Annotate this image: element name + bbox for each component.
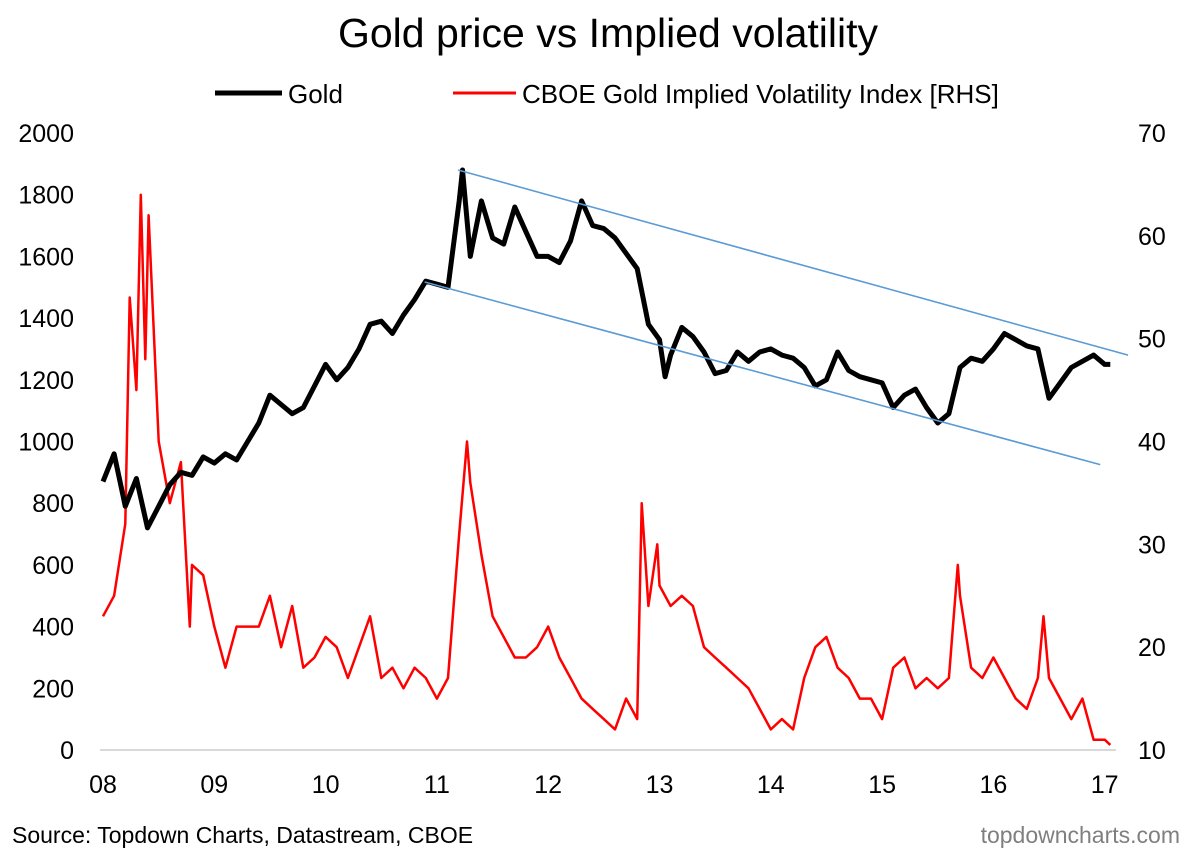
x-tick-label: 14 — [757, 771, 785, 799]
axes: 08 09 10 11 12 13 14 15 16 17 0 200 400 600 800 1000 120… — [18, 120, 1165, 799]
y-left-tick-label: 1000 — [18, 429, 74, 457]
y-left-tick-label: 2000 — [18, 120, 74, 148]
y-right-tick-label: 40 — [1138, 429, 1166, 457]
x-tick-label: 17 — [1091, 771, 1119, 799]
plot-area — [100, 167, 1129, 746]
y-left-tick-label: 200 — [32, 675, 74, 703]
legend-label-gold: Gold — [288, 79, 343, 109]
y-right-tick-label: 60 — [1138, 223, 1166, 251]
y-left-tick-label: 400 — [32, 614, 74, 642]
chart-title: Gold price vs Implied volatility — [338, 10, 879, 56]
y-right-tick-label: 50 — [1138, 326, 1166, 354]
y-left-tick-label: 800 — [32, 490, 74, 518]
y-right-tick-label: 70 — [1138, 120, 1166, 148]
y-right-tick-label: 20 — [1138, 634, 1166, 662]
y-left-tick-label: 0 — [60, 737, 74, 765]
y-right-tick-label: 30 — [1138, 531, 1166, 559]
y-left-tick-label: 600 — [32, 552, 74, 580]
x-tick-label: 11 — [424, 771, 450, 799]
source-note: Source: Topdown Charts, Datastream, CBOE — [12, 822, 473, 848]
upper-trend-line — [457, 169, 1129, 356]
y-left-tick-label: 1400 — [18, 305, 74, 333]
legend-label-vol: CBOE Gold Implied Volatility Index [RHS] — [522, 79, 999, 109]
x-tick-label: 16 — [979, 771, 1007, 799]
x-tick-label: 10 — [312, 771, 340, 799]
gold-volatility-line — [101, 193, 1112, 746]
x-tick-label: 13 — [646, 771, 674, 799]
legend: Gold CBOE Gold Implied Volatility Index … — [215, 79, 999, 109]
brand-watermark: topdowncharts.com — [981, 822, 1180, 848]
y-left-tick-label: 1600 — [18, 243, 74, 271]
lower-trend-line — [424, 281, 1101, 466]
y-left-tick-label: 1800 — [18, 182, 74, 210]
x-tick-label: 08 — [89, 771, 117, 799]
y-right-tick-label: 10 — [1138, 737, 1166, 765]
y-left-tick-label: 1200 — [18, 367, 74, 395]
x-tick-label: 12 — [534, 771, 562, 799]
gold-price-line — [100, 167, 1111, 531]
x-tick-label: 09 — [200, 771, 228, 799]
x-tick-label: 15 — [868, 771, 896, 799]
